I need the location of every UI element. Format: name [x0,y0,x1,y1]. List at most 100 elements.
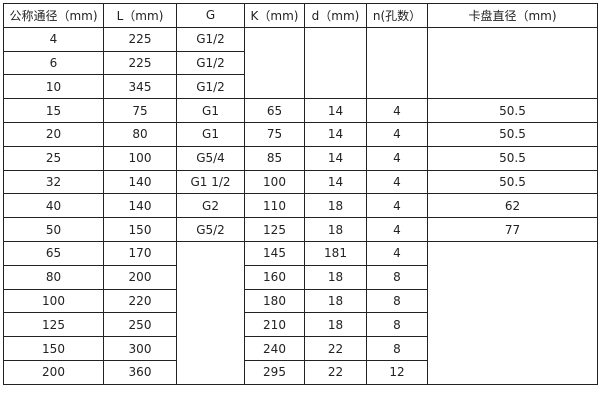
table-row: 4 225 G1/2 [3,26,598,100]
table-row: 6 225 G1/2 [3,50,598,76]
cell-k: 180 [244,288,305,314]
cell-length: 225 [103,50,177,76]
spec-table: 公称通径（mm) L（mm) G K（mm) d（mm) n(孔数） 卡盘直径（mm) 4 22… [3,3,598,385]
header-d: d（mm) [304,3,367,28]
cell-chuck-diameter: 62 [427,193,598,219]
cell-k: 110 [244,193,305,219]
cell-g-thread [176,240,245,385]
cell-length: 140 [103,193,177,219]
cell-length: 150 [103,217,177,242]
cell-g-thread: G1/2 [176,26,245,52]
cell-n-holes: 4 [366,169,428,195]
table-row: 15 75 G1 65 14 4 50.5 [3,98,598,123]
cell-g-thread: G1/2 [176,74,245,100]
cell-n-holes: 8 [366,336,428,361]
cell-n-holes: 8 [366,264,428,290]
table-row: 32 140 G1 1/2 100 14 4 50.5 [3,169,598,195]
cell-n-holes: 8 [366,312,428,338]
cell-n-holes: 4 [366,145,428,171]
table-row: 50 150 G5/2 125 18 4 77 [3,217,598,242]
cell-length: 140 [103,169,177,195]
header-row: 公称通径（mm) L（mm) G K（mm) d（mm) n(孔数） 卡盘直径（mm) [3,3,598,28]
cell-k [244,26,305,100]
cell-nominal-diameter: 4 [3,26,104,52]
cell-length: 200 [103,264,177,290]
cell-length: 80 [103,121,177,147]
cell-k: 295 [244,359,305,385]
cell-d: 181 [304,240,367,266]
cell-d: 14 [304,121,367,147]
cell-n-holes: 4 [366,217,428,242]
cell-nominal-diameter: 6 [3,50,104,76]
header-n-holes: n(孔数） [366,3,428,28]
cell-k: 240 [244,336,305,361]
cell-length: 75 [103,98,177,123]
cell-chuck-diameter: 50.5 [427,98,598,123]
cell-d: 14 [304,169,367,195]
cell-nominal-diameter: 200 [3,359,104,385]
table-row: 20 80 G1 75 14 4 50.5 [3,121,598,147]
cell-d: 18 [304,264,367,290]
cell-n-holes: 12 [366,359,428,385]
cell-g-thread: G1/2 [176,50,245,76]
cell-n-holes: 8 [366,288,428,314]
header-length: L（mm) [103,3,177,28]
table-row: 200 360 295 22 12 [3,359,598,385]
cell-g-thread: G5/2 [176,217,245,242]
cell-d: 18 [304,217,367,242]
table-row: 80 200 160 18 8 [3,264,598,290]
cell-d: 18 [304,288,367,314]
cell-n-holes: 4 [366,121,428,147]
cell-nominal-diameter: 25 [3,145,104,171]
cell-g-thread: G2 [176,193,245,219]
cell-k: 65 [244,98,305,123]
header-g-thread: G [176,3,245,28]
cell-k: 210 [244,312,305,338]
cell-chuck-diameter: 50.5 [427,169,598,195]
table-row: 150 300 240 22 8 [3,336,598,361]
cell-nominal-diameter: 32 [3,169,104,195]
cell-d: 22 [304,336,367,361]
cell-g-thread: G1 [176,98,245,123]
cell-d: 14 [304,145,367,171]
cell-chuck-diameter [427,26,598,100]
cell-chuck-diameter: 50.5 [427,121,598,147]
cell-nominal-diameter: 100 [3,288,104,314]
cell-d: 18 [304,193,367,219]
cell-nominal-diameter: 80 [3,264,104,290]
cell-g-thread: G1 [176,121,245,147]
cell-nominal-diameter: 50 [3,217,104,242]
cell-d: 22 [304,359,367,385]
header-nominal-diameter: 公称通径（mm) [3,3,104,28]
cell-g-thread: G5/4 [176,145,245,171]
cell-d: 14 [304,98,367,123]
table-row: 125 250 210 18 8 [3,312,598,338]
cell-d [304,26,367,100]
cell-nominal-diameter: 20 [3,121,104,147]
cell-n-holes: 4 [366,240,428,266]
cell-g-thread: G1 1/2 [176,169,245,195]
cell-length: 300 [103,336,177,361]
cell-length: 250 [103,312,177,338]
cell-nominal-diameter: 65 [3,240,104,266]
cell-n-holes: 4 [366,193,428,219]
table-row: 40 140 G2 110 18 4 62 [3,193,598,219]
cell-d: 18 [304,312,367,338]
cell-length: 360 [103,359,177,385]
cell-chuck-diameter: 50.5 [427,145,598,171]
cell-n-holes: 4 [366,98,428,123]
cell-nominal-diameter: 150 [3,336,104,361]
header-k: K（mm) [244,3,305,28]
cell-k: 125 [244,217,305,242]
cell-k: 100 [244,169,305,195]
cell-length: 220 [103,288,177,314]
cell-nominal-diameter: 15 [3,98,104,123]
table-row: 65 170 145 181 4 [3,240,598,385]
cell-k: 145 [244,240,305,266]
cell-length: 170 [103,240,177,266]
header-chuck-diameter: 卡盘直径（mm) [427,3,598,28]
cell-length: 345 [103,74,177,100]
cell-nominal-diameter: 125 [3,312,104,338]
cell-k: 85 [244,145,305,171]
cell-nominal-diameter: 40 [3,193,104,219]
